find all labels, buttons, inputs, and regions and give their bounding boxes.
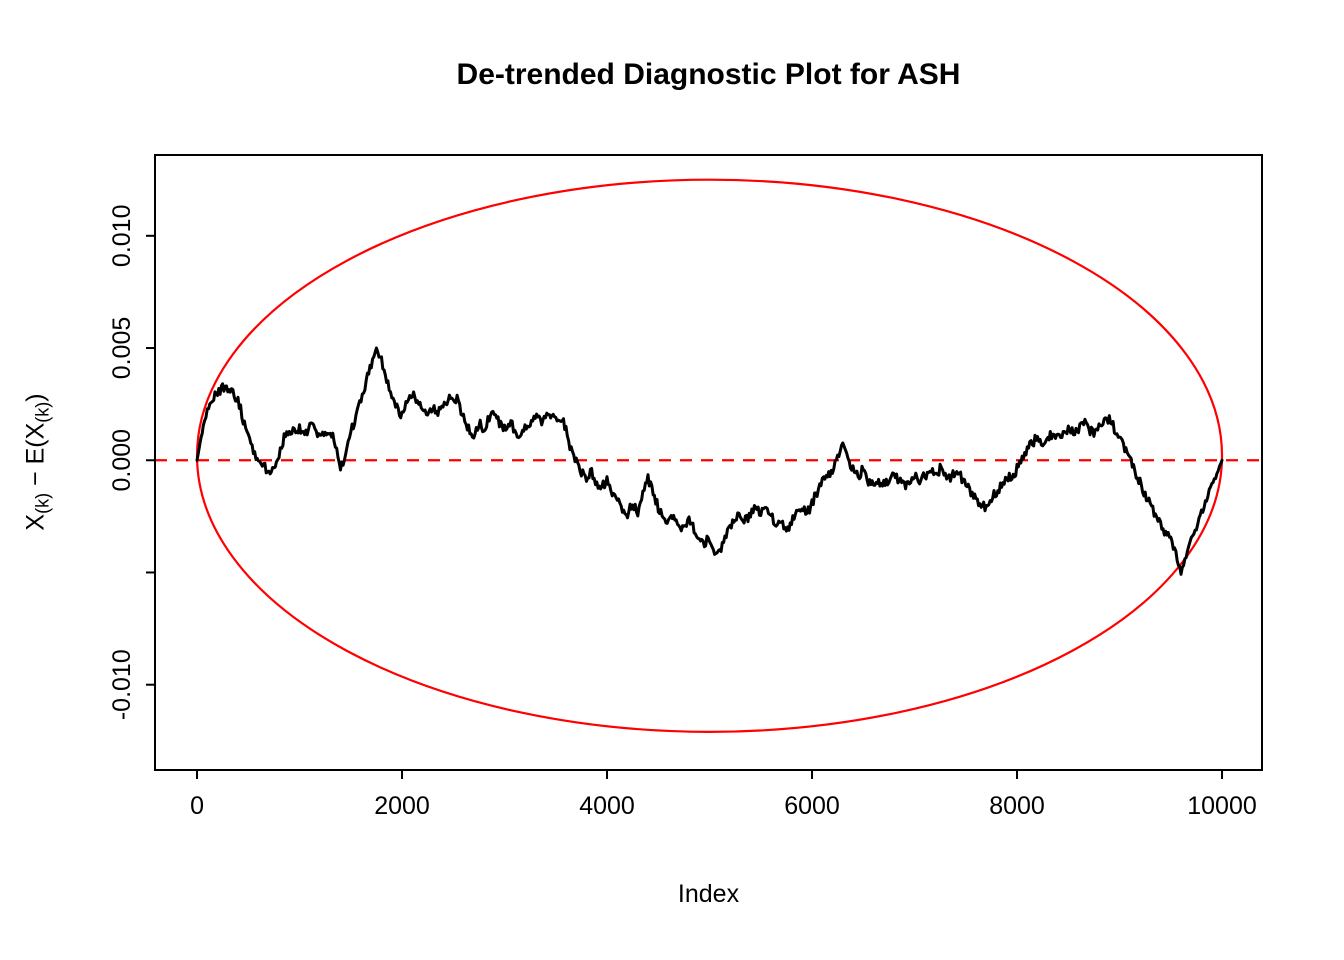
x-tick-label: 10000 xyxy=(1187,792,1257,820)
y-axis-label-part: ) xyxy=(21,393,50,402)
y-axis-label-subscript: (k) xyxy=(32,492,53,514)
y-tick-label: 0.010 xyxy=(108,205,136,268)
chart-title: De-trended Diagnostic Plot for ASH xyxy=(456,58,961,91)
y-axis-label-part: − E(X xyxy=(21,422,50,493)
y-tick-label: 0.000 xyxy=(108,429,136,492)
series-path xyxy=(195,346,1224,576)
x-tick-label: 6000 xyxy=(784,792,840,820)
x-tick-label: 0 xyxy=(190,792,204,820)
x-tick-label: 8000 xyxy=(989,792,1045,820)
y-tick-label: -0.010 xyxy=(108,649,136,720)
y-axis-label-part: X xyxy=(21,513,50,531)
confidence-envelope-ellipse xyxy=(195,178,1224,733)
x-axis-label: Index xyxy=(677,880,740,908)
x-tick-label: 4000 xyxy=(579,792,635,820)
x-tick-label: 2000 xyxy=(374,792,430,820)
y-axis-label: X(k) − E(X(k)) xyxy=(21,393,53,531)
plot-box xyxy=(154,154,1263,771)
y-axis-label-subscript: (k) xyxy=(32,401,53,423)
y-tick-label: 0.005 xyxy=(108,317,136,380)
